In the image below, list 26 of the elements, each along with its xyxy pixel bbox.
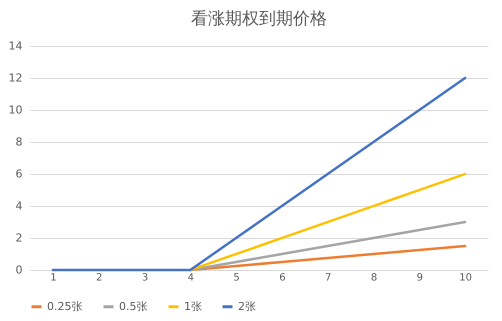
y-tick-label: 10 — [8, 104, 22, 116]
y-tick-label: 14 — [8, 40, 22, 52]
x-tick-label: 8 — [370, 272, 378, 284]
x-tick-label: 2 — [96, 272, 102, 284]
legend-label: 1张 — [184, 300, 202, 313]
line-series — [52, 76, 466, 272]
x-tick-label: 9 — [416, 272, 423, 284]
chart-title: 看涨期权到期价格 — [191, 9, 327, 29]
legend-label: 0.5张 — [119, 300, 148, 313]
y-tick-label: 2 — [16, 232, 22, 244]
x-tick-label: 5 — [233, 272, 240, 284]
legend-label: 0.25张 — [47, 300, 82, 313]
y-tick-label: 8 — [16, 136, 22, 148]
x-tick-label: 4 — [188, 272, 194, 284]
x-tick-label: 6 — [279, 272, 286, 284]
y-tick-label: 4 — [16, 200, 22, 212]
x-tick-label: 7 — [325, 272, 332, 284]
x-tick-label: 3 — [142, 272, 148, 284]
y-tick-label: 0 — [16, 264, 22, 276]
legend-label: 2张 — [238, 300, 256, 313]
line-series — [189, 220, 466, 272]
y-tick-label: 6 — [16, 168, 22, 180]
x-tick-label: 10 — [459, 272, 472, 284]
y-tick-label: 12 — [8, 72, 22, 84]
x-tick-label: 1 — [50, 272, 57, 284]
line-series — [189, 172, 466, 272]
